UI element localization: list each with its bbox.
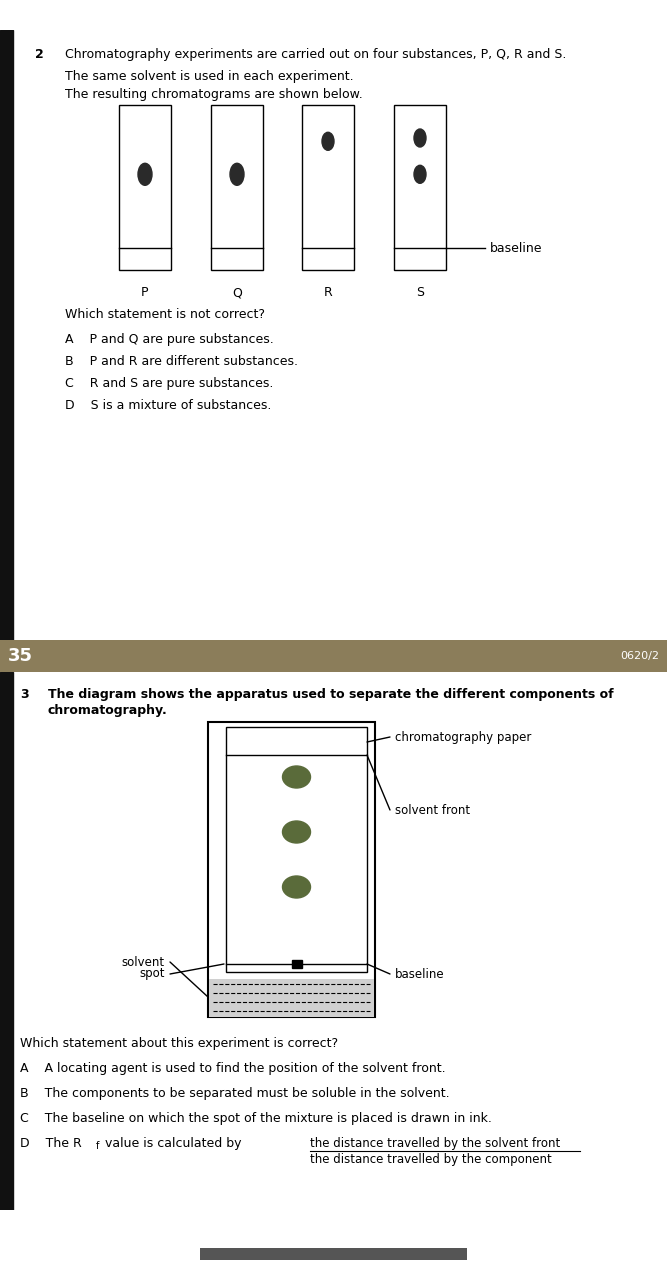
Bar: [291, 960, 301, 968]
Ellipse shape: [230, 163, 244, 186]
Text: Which statement is not correct?: Which statement is not correct?: [65, 308, 265, 320]
Text: chromatography.: chromatography.: [48, 704, 167, 717]
Ellipse shape: [283, 876, 311, 897]
Ellipse shape: [138, 163, 152, 186]
Text: the distance travelled by the component: the distance travelled by the component: [310, 1153, 552, 1167]
Text: f: f: [96, 1141, 99, 1151]
Ellipse shape: [414, 129, 426, 147]
Text: 35: 35: [8, 647, 33, 665]
Text: D    S is a mixture of substances.: D S is a mixture of substances.: [65, 399, 271, 412]
Text: value is calculated by: value is calculated by: [101, 1137, 241, 1150]
Text: B    The components to be separated must be soluble in the solvent.: B The components to be separated must be…: [20, 1087, 450, 1100]
Bar: [208, 722, 375, 1017]
Text: The diagram shows the apparatus used to separate the different components of: The diagram shows the apparatus used to …: [48, 688, 614, 701]
Text: spot: spot: [139, 968, 165, 981]
Text: chromatography paper: chromatography paper: [395, 731, 532, 744]
Text: the distance travelled by the solvent front: the distance travelled by the solvent fr…: [310, 1137, 560, 1150]
Text: 2: 2: [35, 47, 44, 62]
Ellipse shape: [322, 132, 334, 150]
Text: P: P: [141, 286, 149, 299]
Text: 3: 3: [20, 688, 29, 701]
Text: 0620/2: 0620/2: [620, 651, 659, 662]
Text: C    R and S are pure substances.: C R and S are pure substances.: [65, 377, 273, 390]
Text: The same solvent is used in each experiment.: The same solvent is used in each experim…: [65, 71, 354, 83]
Text: solvent front: solvent front: [395, 804, 470, 817]
Text: The resulting chromatograms are shown below.: The resulting chromatograms are shown be…: [65, 88, 363, 101]
Text: Chromatography experiments are carried out on four substances, P, Q, R and S.: Chromatography experiments are carried o…: [65, 47, 566, 62]
Text: B    P and R are different substances.: B P and R are different substances.: [65, 355, 298, 368]
Text: solvent: solvent: [122, 955, 165, 968]
Bar: [394, 105, 446, 271]
Bar: [0, 29, 13, 640]
Text: baseline: baseline: [490, 241, 542, 255]
Text: R: R: [323, 286, 332, 299]
Text: baseline: baseline: [395, 968, 445, 981]
Text: 34: 34: [127, 8, 146, 22]
Bar: [302, 105, 354, 271]
Text: C    The baseline on which the spot of the mixture is placed is drawn in ink.: C The baseline on which the spot of the …: [20, 1111, 492, 1126]
Bar: [211, 105, 263, 271]
Bar: [119, 105, 171, 271]
Text: S: S: [416, 286, 424, 299]
Text: D    The R: D The R: [20, 1137, 82, 1150]
Bar: [200, 1247, 467, 1260]
Text: A    P and Q are pure substances.: A P and Q are pure substances.: [65, 333, 273, 346]
Bar: [226, 727, 367, 972]
Text: A    A locating agent is used to find the position of the solvent front.: A A locating agent is used to find the p…: [20, 1061, 446, 1076]
Ellipse shape: [283, 767, 311, 788]
Bar: [209, 979, 374, 1017]
Bar: [0, 672, 13, 1210]
Ellipse shape: [283, 820, 311, 844]
Text: Which statement about this experiment is correct?: Which statement about this experiment is…: [20, 1037, 338, 1050]
Text: Q: Q: [232, 286, 242, 299]
Ellipse shape: [414, 165, 426, 183]
